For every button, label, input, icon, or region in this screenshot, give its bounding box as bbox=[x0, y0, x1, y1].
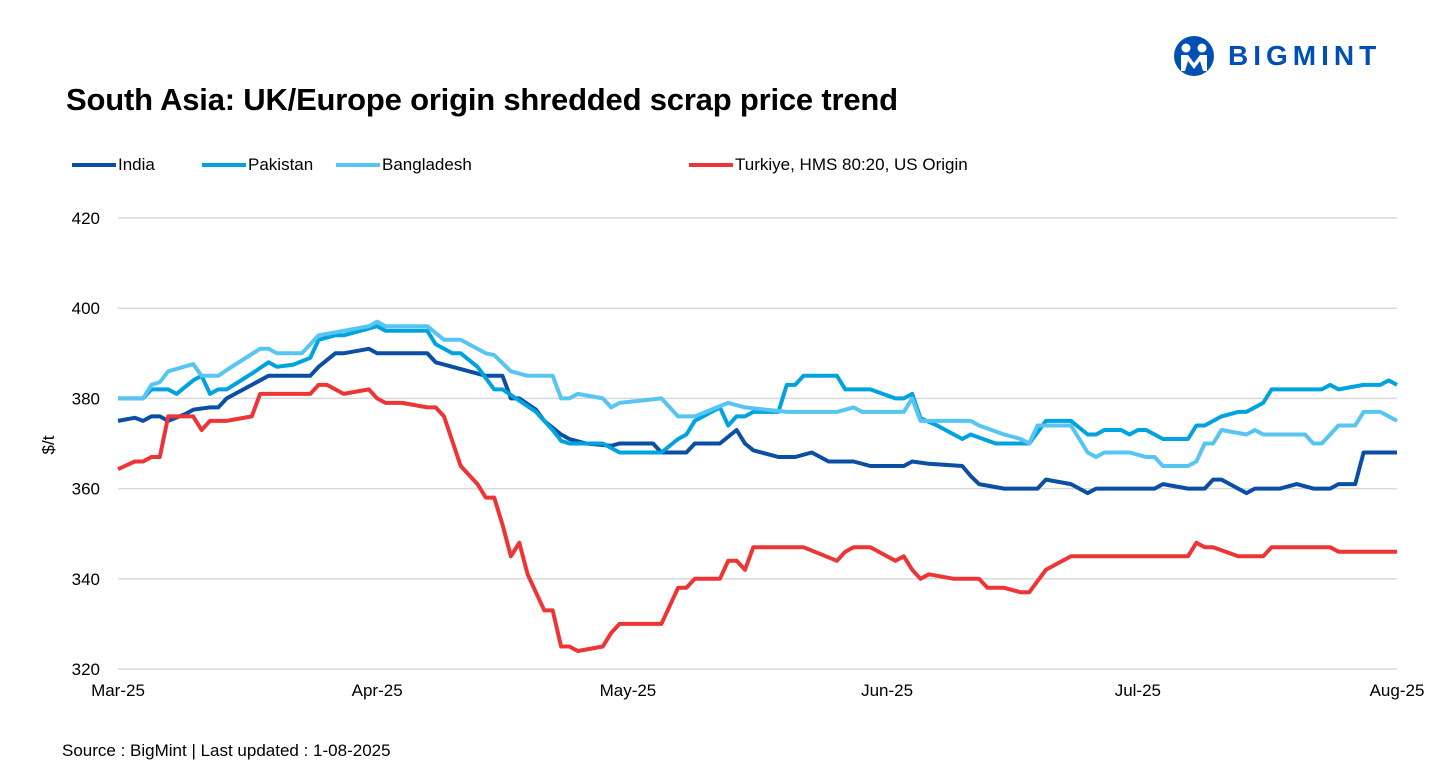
legend-item: India bbox=[72, 155, 202, 175]
series-line-india bbox=[117, 346, 1397, 496]
x-tick-label: Jul-25 bbox=[1115, 681, 1161, 700]
legend-item: Turkiye, HMS 80:20, US Origin bbox=[689, 155, 989, 175]
y-tick-label: 420 bbox=[72, 209, 100, 228]
legend-swatch bbox=[336, 163, 380, 167]
series-line-pakistan bbox=[118, 324, 1398, 455]
x-tick-label: Aug-25 bbox=[1370, 681, 1425, 700]
logo-text: BIGMINT bbox=[1228, 40, 1382, 71]
y-tick-label: 380 bbox=[72, 389, 100, 408]
series-line-bangladesh bbox=[118, 319, 1398, 468]
legend-swatch bbox=[689, 163, 733, 167]
y-tick-label: 400 bbox=[72, 299, 100, 318]
chart-title: South Asia: UK/Europe origin shredded sc… bbox=[66, 82, 898, 117]
bigmint-logo-mark-icon bbox=[1174, 36, 1214, 76]
series-line-turkiye-hms-80-20-us-origin bbox=[117, 382, 1397, 653]
source-note: Source : BigMint | Last updated : 1-08-2… bbox=[62, 741, 391, 760]
legend-label: Pakistan bbox=[248, 155, 314, 174]
y-tick-label: 360 bbox=[72, 480, 100, 499]
bigmint-logo: BIGMINT bbox=[1172, 35, 1381, 77]
y-tick-label: 340 bbox=[72, 570, 100, 589]
x-tick-label: May-25 bbox=[600, 681, 657, 700]
legend-label: India bbox=[118, 155, 155, 174]
y-axis-label: $/t bbox=[39, 435, 58, 454]
legend-item: Bangladesh bbox=[336, 155, 689, 175]
legend: India Pakistan Bangladesh Turkiye, HMS 80:2… bbox=[72, 155, 989, 175]
x-tick-label: Mar-25 bbox=[91, 681, 145, 700]
legend-swatch bbox=[202, 163, 246, 167]
x-tick-label: Jun-25 bbox=[861, 681, 913, 700]
x-tick-label: Apr-25 bbox=[352, 681, 403, 700]
legend-swatch bbox=[72, 163, 116, 167]
legend-label: Turkiye, HMS 80:20, US Origin bbox=[735, 155, 968, 174]
legend-item: Pakistan bbox=[202, 155, 336, 175]
y-tick-label: 320 bbox=[72, 660, 100, 679]
legend-label: Bangladesh bbox=[382, 155, 472, 174]
